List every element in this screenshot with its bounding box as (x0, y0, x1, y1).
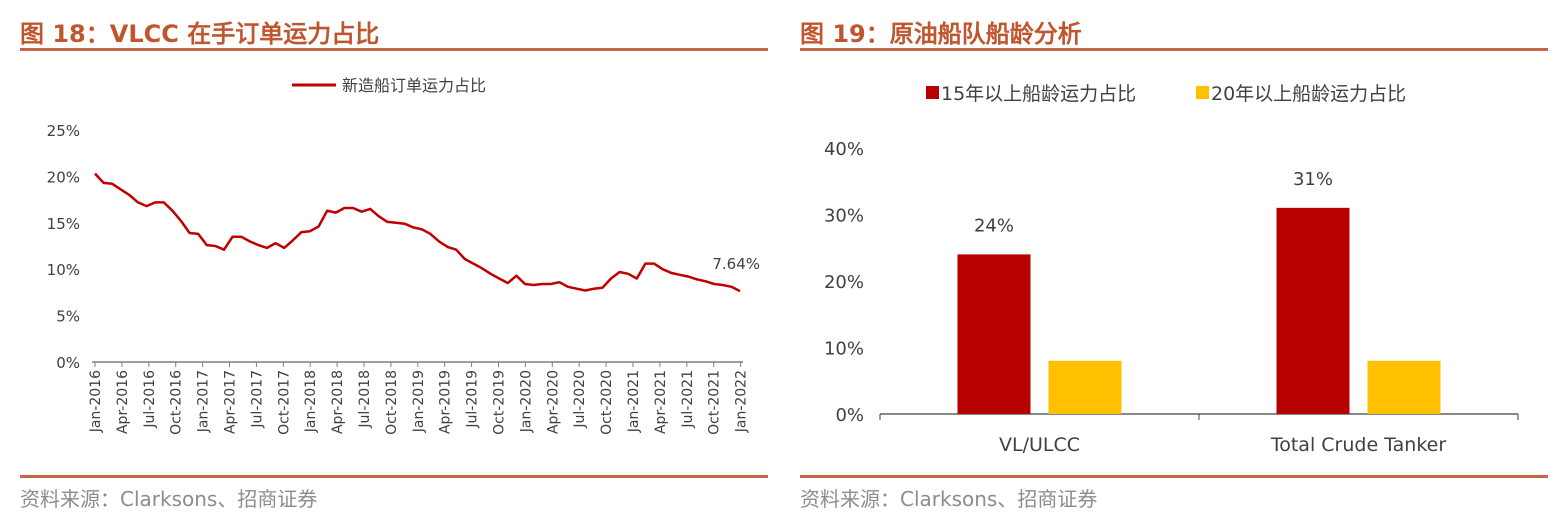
x-tick-label: Oct-2020 (599, 370, 615, 435)
y-tick-label: 0% (56, 354, 80, 372)
x-tick-label: Jul-2018 (357, 370, 373, 429)
y-tick-label: 40% (824, 139, 864, 160)
x-tick-label: Jan-2020 (518, 370, 534, 433)
bar (1367, 360, 1441, 414)
x-tick-label: Jan-2016 (88, 370, 104, 433)
x-tick-label: Apr-2019 (438, 370, 454, 434)
x-tick-label: Apr-2018 (330, 370, 346, 434)
legend-swatch (926, 86, 939, 99)
y-axis: 0% 5% 10% 15% 20% 25% (47, 122, 80, 372)
x-tick-label: Apr-2016 (115, 370, 131, 434)
source-rule (20, 475, 768, 478)
chart-legend: 新造船订单运力占比 (292, 76, 486, 95)
x-tick-label: Jul-2016 (142, 370, 158, 429)
x-tick-label: Jan-2018 (303, 370, 319, 433)
x-tick-label: Jul-2021 (680, 370, 696, 429)
y-tick-label: 30% (824, 206, 864, 227)
y-axis: 0% 10% 20% 30% 40% (824, 139, 864, 426)
legend-swatch (1196, 86, 1209, 99)
figure-19-source: 资料来源：Clarksons、招商证券 (800, 487, 1098, 511)
x-tick-label: Jan-2017 (196, 370, 212, 433)
y-tick-label: 15% (47, 215, 80, 233)
legend-label: 15年以上船龄运力占比 (941, 83, 1136, 105)
legend-label: 新造船订单运力占比 (342, 76, 486, 95)
y-tick-label: 10% (824, 339, 864, 360)
y-tick-label: 10% (47, 261, 80, 279)
y-tick-label: 20% (47, 168, 80, 186)
y-tick-label: 0% (835, 405, 864, 426)
data-label: 31% (1293, 169, 1333, 190)
bar-chart: 15年以上船龄运力占比 20年以上船龄运力占比 0% 10% 20% 30% 40% VL… (824, 83, 1519, 456)
y-tick-label: 20% (824, 272, 864, 293)
figure-19-title: 图 19：原油船队船龄分析 (800, 20, 1082, 48)
x-axis: VL/ULCC Total Crude Tanker (879, 413, 1519, 456)
y-tick-label: 25% (47, 122, 80, 140)
figure-18-source: 资料来源：Clarksons、招商证券 (20, 487, 318, 511)
x-tick-label: Oct-2018 (384, 370, 400, 435)
x-tick-label: Oct-2017 (276, 370, 292, 435)
x-tick-label: Jul-2017 (249, 370, 265, 429)
source-rule (800, 475, 1548, 478)
bar (957, 254, 1031, 414)
chart-legend: 15年以上船龄运力占比 20年以上船龄运力占比 (926, 83, 1406, 105)
line-chart: 新造船订单运力占比 0% 5% 10% 15% 20% 25% Jan-2016 Apr-2… (47, 76, 760, 435)
x-tick-label: Jul-2020 (572, 370, 588, 429)
y-tick-label: 5% (56, 308, 80, 326)
figure-19-panel: 图 19：原油船队船龄分析 15年以上船龄运力占比 20年以上船龄运力占比 0% 1… (798, 0, 1566, 528)
x-tick-label: Oct-2021 (707, 370, 723, 435)
title-rule (800, 48, 1548, 51)
series-line (94, 172, 741, 293)
x-tick-label: Oct-2019 (492, 370, 508, 435)
x-tick-label: Jan-2019 (411, 370, 427, 433)
title-rule (20, 48, 768, 51)
data-label: 7.64% (712, 255, 760, 273)
figure-18-panel: 图 18：VLCC 在手订单运力占比 新造船订单运力占比 0% 5% 10% 15% 2… (0, 0, 770, 528)
category-label: Total Crude Tanker (1270, 434, 1446, 456)
bar (1276, 207, 1350, 414)
x-tick-label: Oct-2016 (169, 370, 185, 435)
category-label: VL/ULCC (999, 434, 1080, 456)
x-tick-label: Jul-2019 (465, 370, 481, 429)
legend-label: 20年以上船龄运力占比 (1211, 83, 1406, 105)
x-tick-label: Jan-2022 (734, 370, 750, 433)
plot-area: 24% 31% (957, 169, 1441, 414)
x-tick-label: Apr-2017 (223, 370, 239, 434)
x-tick-label: Jan-2021 (626, 370, 642, 433)
figure-18-title: 图 18：VLCC 在手订单运力占比 (20, 20, 380, 48)
x-axis: Jan-2016 Apr-2016 Jul-2016 Oct-2016 Jan-2017… (88, 361, 750, 435)
x-tick-label: Apr-2020 (545, 370, 561, 434)
plot-area: 7.64% (94, 172, 760, 293)
data-label: 24% (974, 215, 1014, 236)
bar (1048, 360, 1122, 414)
x-tick-label: Apr-2021 (653, 370, 669, 434)
